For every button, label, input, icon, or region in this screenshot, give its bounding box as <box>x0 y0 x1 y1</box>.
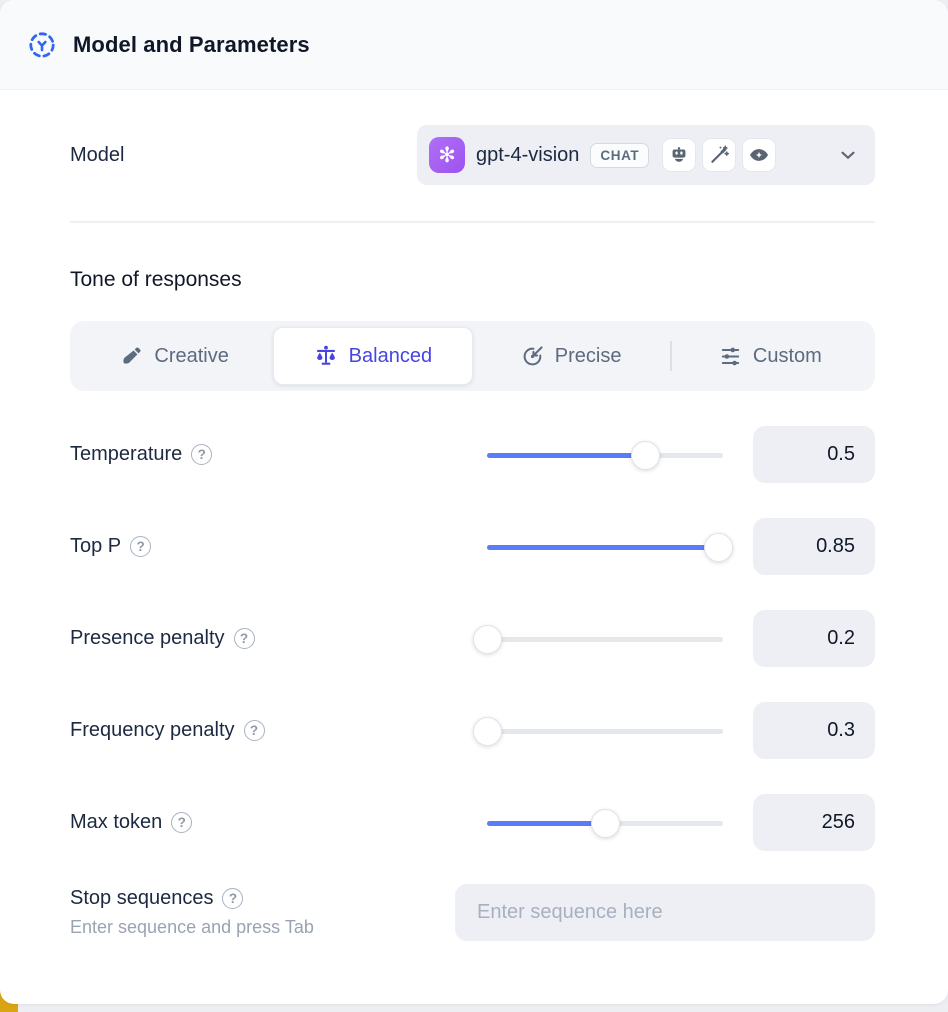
robot-icon <box>662 138 697 172</box>
help-icon[interactable]: ? <box>243 720 265 741</box>
sliders-icon <box>719 345 742 368</box>
tone-option-label: Creative <box>154 344 229 367</box>
help-icon[interactable]: ? <box>222 888 244 909</box>
panel-title: Model and Parameters <box>73 31 310 57</box>
temperature-value-field[interactable]: 0.5 <box>753 426 875 483</box>
presence-penalty-value-field[interactable]: 0.2 <box>753 610 875 667</box>
slider-thumb[interactable] <box>473 624 502 654</box>
param-row-presence-penalty: Presence penalty ? 0.2 <box>70 610 875 667</box>
param-row-max-token: Max token ? 256 <box>70 794 875 851</box>
model-capability-chips <box>662 138 777 172</box>
slider-thumb[interactable] <box>631 440 661 470</box>
help-icon[interactable]: ? <box>171 812 193 833</box>
top-p-value-field[interactable]: 0.85 <box>753 518 875 575</box>
param-row-frequency-penalty: Frequency penalty ? 0.3 <box>70 702 875 759</box>
param-label-text: Max token <box>70 811 163 833</box>
tone-option-precise[interactable]: Precise <box>473 327 670 385</box>
max-token-slider <box>487 808 723 838</box>
slider-track[interactable] <box>487 728 723 734</box>
param-label-text: Presence penalty <box>70 627 225 649</box>
slider-thumb[interactable] <box>473 716 502 746</box>
help-icon[interactable]: ? <box>191 444 213 465</box>
max-token-value-field[interactable]: 256 <box>753 794 875 851</box>
model-row: Model ✻ gpt-4-vision CHAT <box>70 125 875 185</box>
tone-option-label: Balanced <box>348 344 433 367</box>
slider-fill <box>487 452 646 458</box>
help-icon[interactable]: ? <box>130 536 152 557</box>
help-icon[interactable]: ? <box>233 628 255 649</box>
slider-track[interactable] <box>487 636 723 642</box>
tone-option-custom[interactable]: Custom <box>672 327 869 385</box>
model-select-dropdown[interactable]: ✻ gpt-4-vision CHAT <box>417 125 875 185</box>
top-p-slider <box>487 532 734 562</box>
section-divider <box>70 221 875 223</box>
param-label-text: Frequency penalty <box>70 719 235 741</box>
tone-segmented-control: Creative Balanced <box>70 321 875 391</box>
slider-fill <box>487 544 719 550</box>
presence-penalty-slider <box>473 624 723 654</box>
selected-model-name: gpt-4-vision <box>476 143 580 166</box>
frequency-penalty-value-field[interactable]: 0.3 <box>753 702 875 759</box>
model-type-badge: CHAT <box>590 142 650 168</box>
param-label-text: Top P <box>70 535 122 557</box>
slider-thumb[interactable] <box>591 808 620 838</box>
model-hub-icon <box>28 31 56 59</box>
vision-eye-icon <box>742 138 777 172</box>
stop-sequences-row: Stop sequences ? Enter sequence and pres… <box>70 884 875 941</box>
segment-separator <box>669 341 672 371</box>
param-row-temperature: Temperature ? 0.5 <box>70 426 875 483</box>
param-row-top-p: Top P ? 0.85 <box>70 518 875 575</box>
param-label-text: Temperature <box>70 443 183 465</box>
tone-option-label: Custom <box>752 344 822 367</box>
panel-header: Model and Parameters <box>0 0 948 90</box>
stop-sequences-helper: Enter sequence and press Tab <box>70 917 314 937</box>
frequency-penalty-slider <box>473 716 723 746</box>
magic-wand-icon <box>702 138 737 172</box>
stop-sequences-label: Stop sequences <box>70 887 214 909</box>
target-arrow-icon <box>521 345 544 368</box>
model-label: Model <box>70 143 125 166</box>
tone-heading: Tone of responses <box>70 268 242 291</box>
tone-option-creative[interactable]: Creative <box>76 327 273 385</box>
temperature-slider <box>487 440 723 470</box>
slider-track[interactable] <box>487 452 723 458</box>
paintbrush-icon <box>120 345 143 368</box>
openai-logo-icon: ✻ <box>429 137 465 173</box>
slider-track[interactable] <box>487 544 723 550</box>
balance-scale-icon <box>314 344 338 368</box>
stop-sequence-input[interactable] <box>455 884 875 941</box>
tone-option-balanced[interactable]: Balanced <box>273 327 473 385</box>
slider-fill <box>487 820 605 826</box>
slider-thumb[interactable] <box>704 532 734 562</box>
tone-option-label: Precise <box>554 344 622 367</box>
chevron-down-icon <box>837 144 859 166</box>
